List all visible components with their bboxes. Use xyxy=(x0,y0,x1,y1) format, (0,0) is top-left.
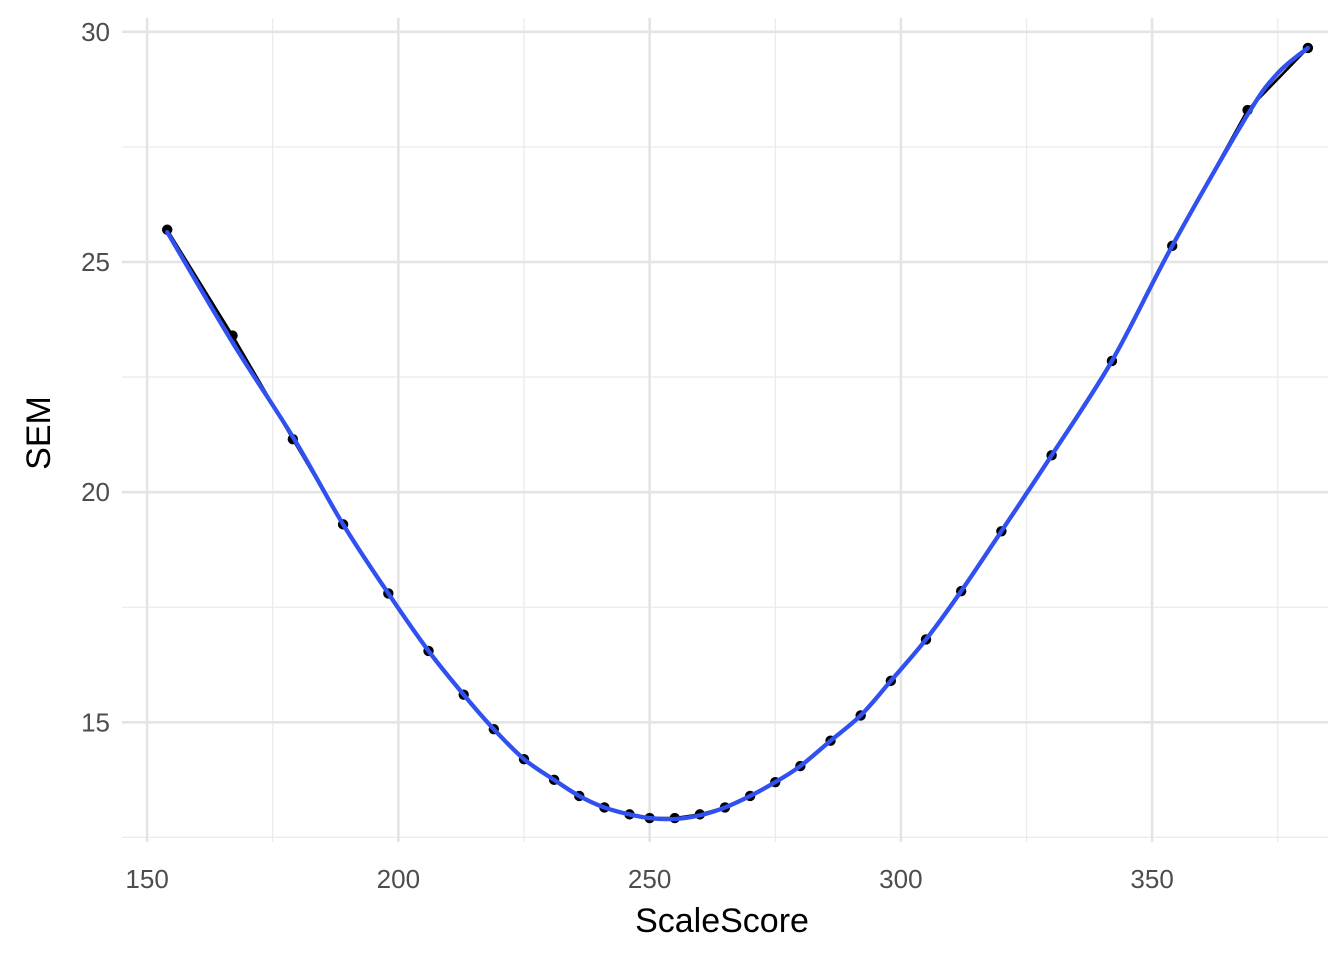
y-tick-label: 25 xyxy=(81,247,110,277)
x-tick-label: 200 xyxy=(377,864,420,894)
smooth-fit-line xyxy=(165,45,1311,822)
series-layer xyxy=(162,42,1314,824)
observed-line xyxy=(166,47,1309,820)
x-tick-label: 250 xyxy=(628,864,671,894)
major-gridlines xyxy=(122,18,1328,842)
minor-gridlines xyxy=(122,18,1328,842)
y-axis-title: SEM xyxy=(20,396,58,470)
y-tick-label: 20 xyxy=(81,477,110,507)
y-tick-label: 30 xyxy=(81,17,110,47)
x-axis-title: ScaleScore xyxy=(635,902,809,940)
x-tick-label: 300 xyxy=(879,864,922,894)
x-tick-label: 350 xyxy=(1130,864,1173,894)
x-tick-label: 150 xyxy=(125,864,168,894)
y-tick-labels: 15 20 25 30 xyxy=(81,17,110,738)
y-tick-label: 15 xyxy=(81,707,110,737)
x-tick-labels: 150 200 250 300 350 xyxy=(125,864,1173,894)
